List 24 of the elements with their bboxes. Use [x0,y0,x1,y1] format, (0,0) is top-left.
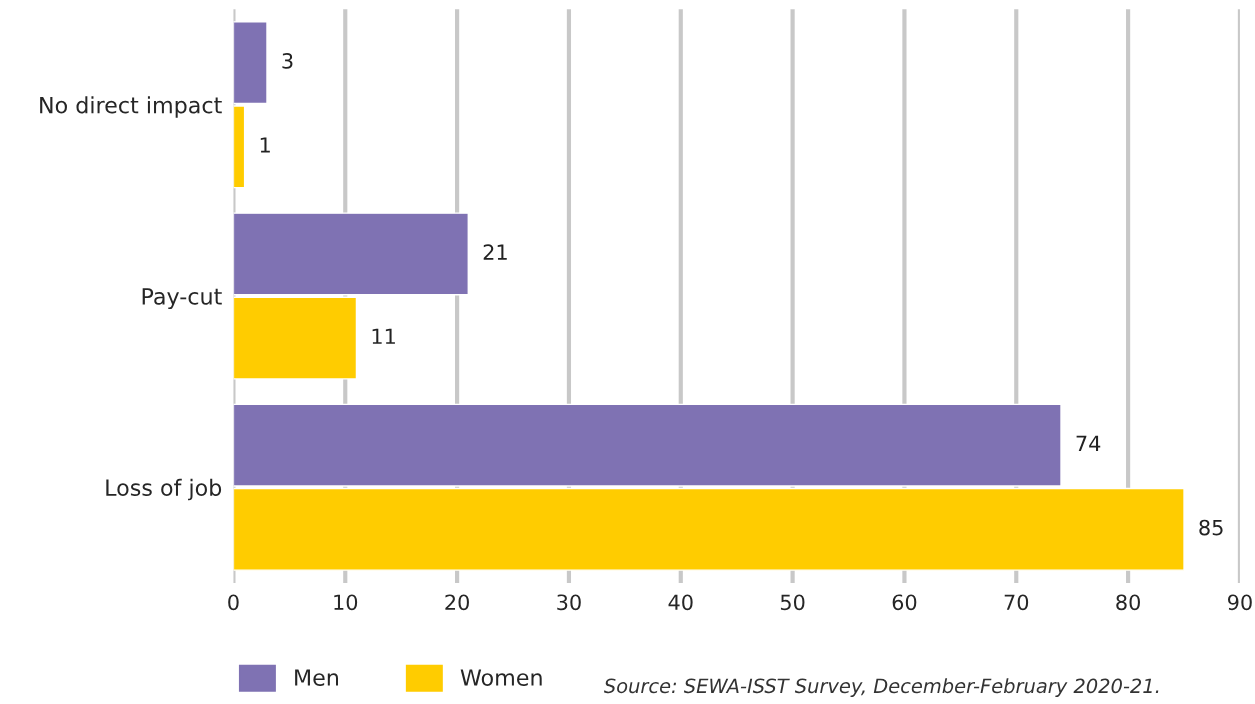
legend-label: Men [295,669,338,686]
legend-label: Women [460,669,542,686]
y-tick-label: No direct impact [40,96,222,118]
source-note: Source: SEWA-ISST Survey, December-February 2020-21. [603,678,1159,697]
x-tick-label: 20 [445,594,469,611]
data-label: 3 [282,52,293,69]
y-tick-label: Loss of job [106,478,222,501]
x-tick-label: 60 [892,594,917,611]
x-tick-label: 70 [1004,594,1029,611]
x-tick-label: 40 [668,594,693,611]
x-tick-label: 0 [228,594,239,611]
x-tick-label: 50 [780,594,805,611]
x-tick-label: 80 [1116,594,1140,611]
x-tick-label: 30 [557,594,581,611]
bar [233,296,358,380]
data-label: 11 [372,328,395,344]
data-label: 85 [1199,519,1223,536]
data-label: 74 [1076,435,1101,451]
x-tick-label: 10 [334,594,358,611]
data-label: 21 [483,244,507,260]
data-label: 1 [260,137,270,153]
x-tick-label: 90 [1228,594,1252,611]
y-tick-label: Pay-cut [142,288,222,310]
bar [233,212,469,296]
